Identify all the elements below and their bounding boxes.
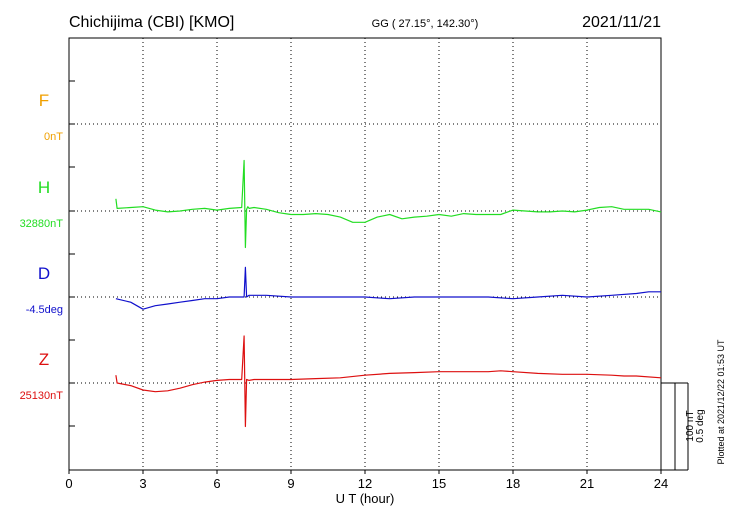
x-tick-label: 15 [432, 476, 446, 491]
x-tick-label: 12 [358, 476, 372, 491]
scale-bar [661, 382, 689, 471]
x-tick-label: 18 [506, 476, 520, 491]
series-baseline-F: 0nT [44, 131, 63, 143]
x-tick-label: 9 [287, 476, 294, 491]
grid-lines [69, 38, 661, 470]
series-line-D [115, 266, 661, 310]
series-baseline-D: -4.5deg [26, 304, 63, 316]
station-title: Chichijima (CBI) [KMO] [69, 14, 234, 31]
series-name-F: F [39, 91, 49, 110]
x-axis-label: U T (hour) [336, 491, 395, 506]
chart-date: 2021/11/21 [582, 14, 661, 31]
series-labels: F 0nT H 32880nT D -4.5deg Z 25130nT [20, 91, 64, 402]
series-line-H [115, 159, 662, 249]
station-coords: GG ( 27.15°, 142.30°) [372, 18, 479, 30]
series-line-Z [115, 335, 662, 428]
scale-bar-deg-label: 0.5 deg [695, 409, 706, 442]
series-name-H: H [38, 178, 50, 197]
series-traces [115, 159, 662, 428]
scale-bar-nt-label: 100 nT [685, 410, 696, 441]
series-name-Z: Z [39, 350, 49, 369]
series-name-D: D [38, 264, 50, 283]
x-tick-label: 6 [213, 476, 220, 491]
x-tick-label: 3 [139, 476, 146, 491]
x-tick-label: 0 [65, 476, 72, 491]
x-axis-ticks: 0 3 6 9 12 15 18 21 24 [65, 80, 668, 491]
series-baseline-Z: 25130nT [20, 390, 64, 402]
x-tick-label: 21 [580, 476, 594, 491]
x-tick-label: 24 [654, 476, 668, 491]
series-baseline-H: 32880nT [20, 218, 64, 230]
plotted-timestamp: Plotted at 2021/12/22 01:53 UT [716, 339, 726, 465]
